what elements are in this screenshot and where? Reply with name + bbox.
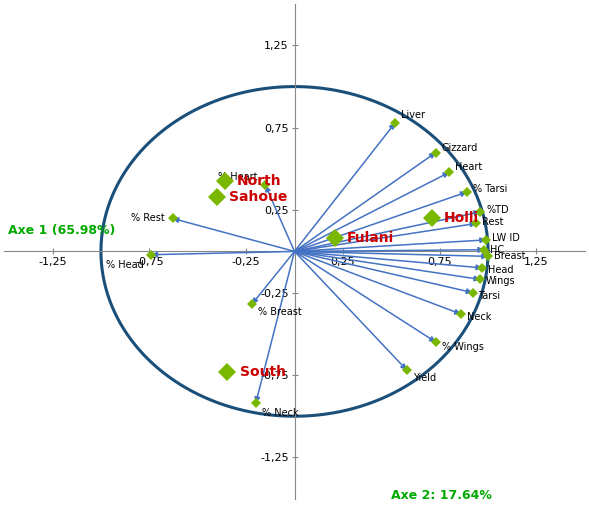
Text: Fulani: Fulani	[347, 231, 394, 245]
Text: Neck: Neck	[466, 312, 491, 323]
Text: % Head: % Head	[106, 260, 144, 270]
Text: Tarsi: Tarsi	[478, 291, 501, 301]
Text: North: North	[236, 174, 281, 187]
Text: Holli: Holli	[444, 211, 479, 226]
Text: % Heart: % Heart	[218, 172, 258, 182]
Text: Wings: Wings	[486, 276, 516, 286]
Text: % Tarsi: % Tarsi	[472, 184, 507, 194]
Text: Sahoue: Sahoue	[229, 190, 287, 204]
Text: % Breast: % Breast	[258, 307, 302, 318]
Text: South: South	[240, 365, 286, 379]
Text: Yield: Yield	[412, 373, 436, 384]
Text: Axe 2: 17.64%: Axe 2: 17.64%	[391, 489, 492, 502]
Text: Rest: Rest	[482, 217, 504, 227]
Text: HC: HC	[490, 245, 504, 255]
Text: Head: Head	[488, 265, 514, 274]
Text: Gizzard: Gizzard	[442, 143, 478, 152]
Text: %TD: %TD	[486, 205, 509, 215]
Text: Liver: Liver	[401, 110, 425, 119]
Text: Breast: Breast	[494, 251, 525, 261]
Text: % Wings: % Wings	[442, 342, 484, 352]
Text: Axe 1 (65.98%): Axe 1 (65.98%)	[8, 224, 115, 237]
Text: % Neck: % Neck	[262, 408, 298, 418]
Text: % Rest: % Rest	[131, 213, 165, 224]
Text: LW ID: LW ID	[492, 233, 520, 243]
Text: Heart: Heart	[455, 163, 482, 172]
